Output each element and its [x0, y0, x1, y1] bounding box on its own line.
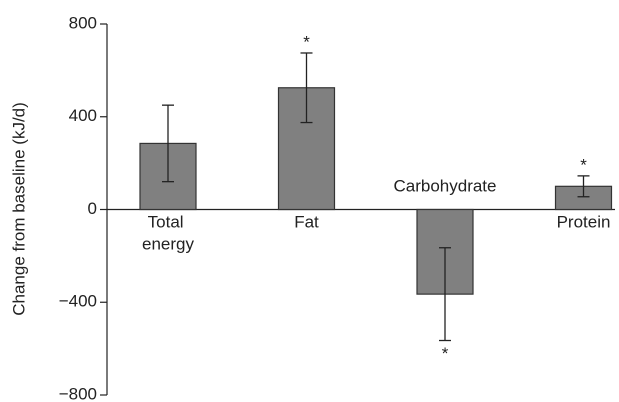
significance-marker: * — [442, 344, 449, 363]
y-tick-label: −400 — [59, 292, 97, 311]
x-tick-label: Protein — [557, 213, 611, 232]
significance-marker: * — [303, 32, 310, 51]
error-bar — [162, 104, 174, 183]
x-tick-label: Fat — [294, 213, 319, 232]
y-tick-label: 0 — [88, 199, 97, 218]
y-tick-label: 400 — [69, 106, 97, 125]
significance-marker: * — [580, 155, 587, 174]
y-tick-label: −800 — [59, 384, 97, 402]
error-bar — [577, 175, 590, 198]
x-tick-label: Carbohydrate — [393, 177, 496, 196]
error-bar — [300, 52, 313, 124]
y-axis-label: Change from baseline (kJ/d) — [9, 102, 28, 316]
x-tick-label: Total energy — [142, 213, 194, 254]
error-bar — [439, 247, 451, 342]
y-tick-label: 800 — [69, 13, 97, 32]
